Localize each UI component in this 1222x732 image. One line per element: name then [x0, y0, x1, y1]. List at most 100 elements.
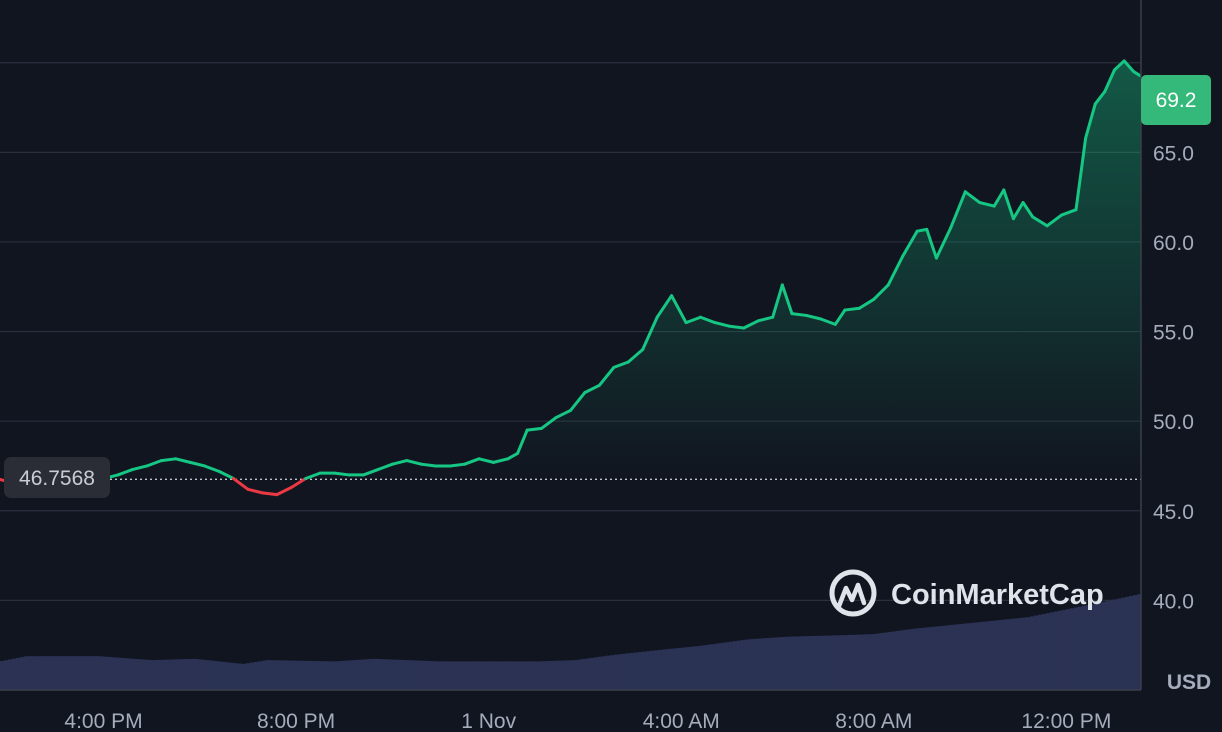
volume-bar	[554, 660, 560, 690]
volume-bar	[491, 661, 496, 690]
volume-bar	[1113, 599, 1118, 690]
volume-bar	[875, 633, 881, 690]
volume-bar	[653, 650, 659, 690]
coinmarketcap-logo-icon	[829, 569, 877, 617]
price-line-segment	[289, 477, 308, 489]
price-line-segment	[963, 190, 982, 205]
volume-bar	[229, 662, 235, 690]
y-tick-label: 65.0	[1153, 142, 1194, 165]
volume-bar	[899, 630, 904, 690]
volume-bar	[384, 659, 389, 690]
price-line-segment	[819, 317, 837, 326]
volume-bar	[610, 655, 615, 690]
volume-bar	[816, 635, 821, 690]
volume-bar	[213, 661, 219, 690]
volume-bar	[820, 635, 825, 690]
price-line-segment	[1045, 213, 1064, 228]
volume-bar	[839, 635, 845, 690]
volume-bar	[1117, 598, 1122, 690]
volume-bar	[736, 640, 742, 690]
volume-bar	[87, 656, 92, 690]
volume-bar	[721, 642, 726, 690]
volume-bar	[812, 635, 817, 690]
volume-bar	[934, 626, 940, 690]
price-line-segment	[231, 477, 250, 491]
volume-bar	[1026, 617, 1031, 690]
currency-label: USD	[1167, 671, 1211, 694]
volume-bar	[867, 634, 873, 690]
volume-bar	[685, 647, 690, 690]
volume-bar	[360, 659, 366, 690]
volume-bar	[530, 661, 536, 690]
volume-bar	[396, 659, 401, 690]
volume-bar	[253, 661, 259, 690]
volume-bar	[713, 643, 718, 690]
volume-bar	[106, 656, 112, 690]
volume-bar	[507, 661, 512, 690]
volume-bar	[562, 660, 568, 690]
price-line-segment	[713, 321, 731, 328]
volume-bar	[59, 656, 64, 690]
x-tick-label: 8:00 AM	[835, 710, 912, 732]
price-line-segment	[698, 315, 717, 325]
volume-bar	[142, 659, 148, 690]
volume-bar	[1069, 608, 1075, 690]
price-line-segment	[463, 457, 481, 466]
volume-bar	[629, 652, 635, 690]
price-line-segment	[390, 459, 409, 466]
volume-bar	[352, 660, 358, 690]
volume-bar	[178, 659, 183, 690]
volume-bar	[75, 656, 80, 690]
price-line-segment	[405, 459, 423, 466]
volume-bar	[265, 660, 271, 690]
price-line-segment	[333, 471, 351, 477]
volume-bar	[1089, 604, 1095, 690]
price-line-segment	[833, 308, 847, 326]
volume-bar	[154, 659, 160, 690]
volume-bar	[1121, 597, 1126, 690]
volume-bar	[756, 638, 762, 690]
volume-bar	[938, 626, 944, 690]
volume-bar	[241, 663, 247, 690]
volume-bar	[194, 658, 199, 690]
volume-bar	[681, 647, 686, 690]
volume-bar	[419, 660, 425, 690]
price-line-segment	[516, 428, 529, 455]
volume-bar	[946, 625, 952, 690]
volume-bar	[633, 652, 639, 690]
price-line-segment	[670, 294, 688, 325]
price-line-segment	[376, 462, 394, 472]
volume-bar	[994, 620, 999, 690]
volume-bar	[332, 661, 338, 690]
volume-bar	[1073, 607, 1079, 690]
volume-bar	[392, 659, 397, 690]
price-line-segment	[727, 324, 746, 330]
volume-bar	[919, 628, 924, 690]
price-line-segment	[540, 416, 558, 430]
volume-bar	[518, 661, 524, 690]
volume-bar	[35, 656, 41, 690]
volume-bar	[1053, 611, 1059, 690]
volume-bar	[249, 662, 255, 690]
volume-bar	[1030, 616, 1035, 690]
x-tick-label: 1 Nov	[461, 710, 516, 732]
volume-bar	[835, 635, 841, 690]
price-line-segment	[790, 312, 808, 317]
volume-bar	[293, 660, 298, 690]
price-line-segment	[554, 408, 572, 420]
volume-bar	[1014, 618, 1019, 690]
price-line-segment	[886, 254, 905, 287]
price-line-segment	[1132, 70, 1141, 78]
volume-bar	[47, 656, 53, 690]
volume-bar	[618, 654, 623, 690]
y-axis-labels: 40.0 45.0 50.0 55.0 60.0 65.0	[1153, 142, 1194, 613]
volume-bar	[824, 635, 829, 690]
volume-bar	[443, 661, 449, 690]
volume-bar	[471, 661, 477, 690]
price-line-segment	[174, 457, 192, 464]
y-tick-label: 40.0	[1153, 590, 1194, 613]
volume-bar	[455, 661, 461, 690]
volume-bar	[1037, 614, 1043, 690]
volume-bar	[1125, 596, 1130, 690]
